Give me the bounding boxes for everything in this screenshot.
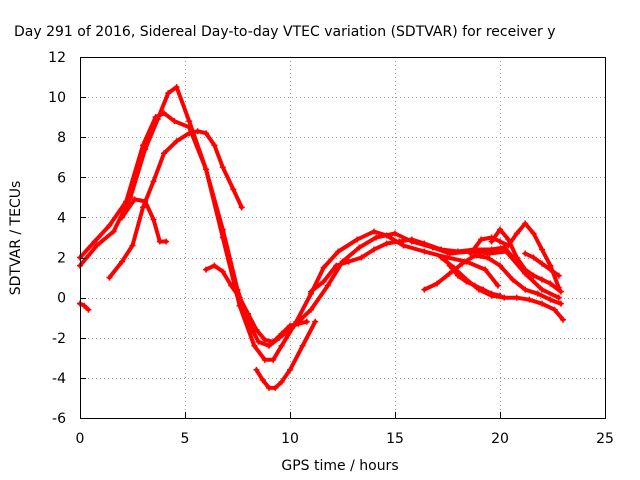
x-tick-label: 25 [596, 431, 614, 447]
y-axis-label: SDTVAR / TECUs [8, 181, 24, 296]
y-tick-label: -6 [52, 411, 66, 427]
x-tick-label: 20 [491, 431, 509, 447]
x-tick-label: 15 [386, 431, 404, 447]
y-tick-label: 0 [57, 291, 66, 307]
y-tick-label: 8 [57, 130, 66, 146]
y-tick-label: 4 [57, 210, 66, 226]
sdtvar-chart: 0 5 10 15 20 25 -6 -4 -2 0 2 4 6 8 10 12 Day 291 of 201… [0, 0, 640, 480]
y-tick-label: 6 [57, 170, 66, 186]
y-tick-label: 10 [48, 90, 66, 106]
x-tick-label: 10 [281, 431, 299, 447]
y-tick-label: 12 [48, 50, 66, 66]
x-tick-label: 0 [76, 431, 85, 447]
y-tick-label: -4 [52, 371, 66, 387]
x-tick-label: 5 [181, 431, 190, 447]
x-axis-label: GPS time / hours [281, 458, 398, 474]
chart-title: Day 291 of 2016, Sidereal Day-to-day VTE… [14, 24, 556, 40]
y-tick-label: -2 [52, 331, 66, 347]
y-tick-label: 2 [57, 251, 66, 267]
